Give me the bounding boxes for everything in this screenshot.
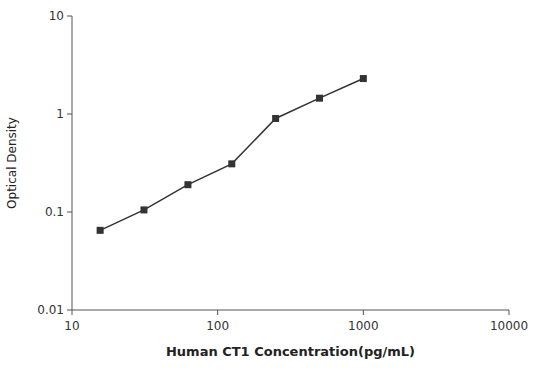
marker: [272, 115, 279, 122]
marker: [228, 160, 235, 167]
x-axis-line: [72, 310, 509, 311]
y-axis-label: Optical Density: [5, 117, 19, 209]
y-tick: [67, 212, 72, 213]
x-tick-label: 10000: [490, 319, 528, 333]
x-tick: [217, 310, 218, 315]
axes: 10 100 1000 10000 0.01 0.1 1 10: [37, 9, 528, 333]
y-tick: [67, 310, 72, 311]
x-tick: [509, 310, 510, 315]
y-tick-label: 1: [56, 107, 64, 121]
y-axis-line: [72, 16, 73, 310]
y-tick: [67, 16, 72, 17]
marker: [97, 227, 104, 234]
x-axis-label: Human CT1 Concentration(pg/mL): [166, 344, 415, 359]
x-tick-label: 10: [64, 319, 79, 333]
y-tick-label: 0.01: [37, 303, 64, 317]
series: [97, 75, 367, 234]
line: [100, 79, 363, 231]
x-tick-label: 1000: [348, 319, 379, 333]
x-tick-label: 100: [206, 319, 229, 333]
y-tick-label: 0.1: [45, 205, 64, 219]
y-tick-label: 10: [49, 9, 64, 23]
y-tick: [67, 114, 72, 115]
marker: [316, 95, 323, 102]
marker: [140, 206, 147, 213]
marker: [360, 75, 367, 82]
chart: 10 100 1000 10000 0.01 0.1 1 10 Human CT1 Concen…: [0, 0, 533, 372]
marker: [184, 181, 191, 188]
x-tick: [363, 310, 364, 315]
x-tick: [72, 310, 73, 315]
